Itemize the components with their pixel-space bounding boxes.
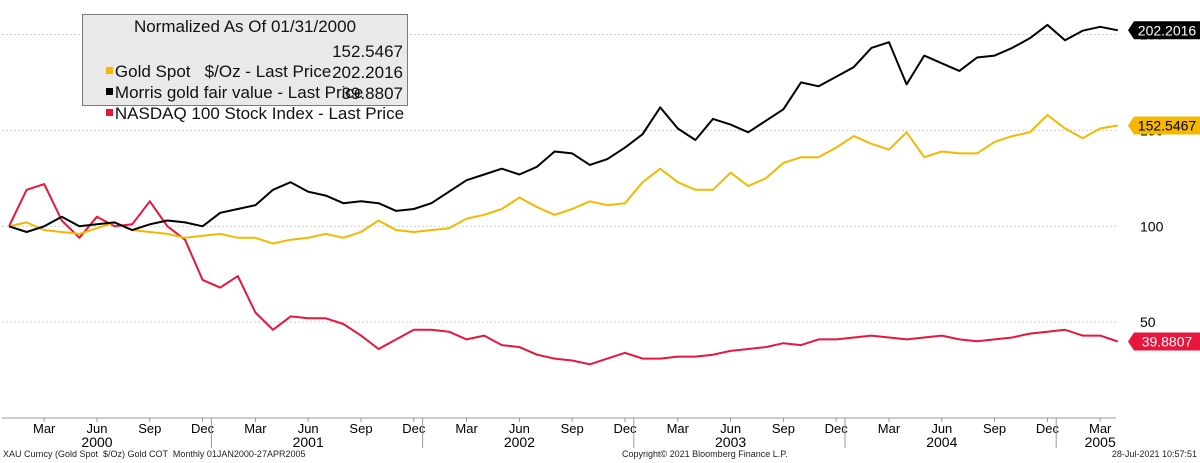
legend-value-morris: 202.2016 xyxy=(332,63,403,82)
legend-entry-nasdaq: NASDAQ 100 Stock Index - Last Price 39.88… xyxy=(87,84,404,123)
x-tick-label: Sep xyxy=(138,421,161,436)
last-value-tag-text: 152.5467 xyxy=(1138,118,1197,134)
x-year-label: 2001 xyxy=(293,434,324,450)
y-tick-label: 50 xyxy=(1140,314,1156,330)
legend-value-gold: 152.5467 xyxy=(332,42,403,61)
x-tick-label: Jun xyxy=(509,421,530,436)
chart-title: Normalized As Of 01/31/2000 xyxy=(133,17,357,36)
x-tick-label: Sep xyxy=(349,421,372,436)
series-line-0 xyxy=(8,114,1118,245)
last-value-tag-2: 39.8807 xyxy=(1128,332,1200,351)
x-tick-label: Mar xyxy=(33,421,56,436)
x-year-label: 2005 xyxy=(1085,434,1116,450)
x-tick-label: Jun xyxy=(298,421,319,436)
legend-label-nasdaq: NASDAQ 100 Stock Index - Last Price xyxy=(114,104,405,123)
last-value-tag-bg xyxy=(1128,116,1200,135)
series-line-1 xyxy=(8,23,1118,233)
footer-source: XAU Curncy (Gold Spot $/Oz) Gold COT Mon… xyxy=(3,449,306,459)
x-tick-label: Sep xyxy=(772,421,795,436)
footer-timestamp: 28-Jul-2021 10:57:51 xyxy=(1111,449,1197,459)
last-value-tag-text: 202.2016 xyxy=(1138,22,1197,38)
x-tick-label: Mar xyxy=(244,421,267,436)
x-tick-label: Mar xyxy=(878,421,901,436)
legend-label-gold: Gold Spot $/Oz - Last Price xyxy=(114,62,332,81)
chart-legend: Normalized As Of 01/31/2000 Gold Spot $/… xyxy=(82,14,408,123)
last-value-tag-1: 202.2016 xyxy=(1128,21,1200,40)
x-year-label: 2004 xyxy=(926,434,957,450)
x-tick-label: Sep xyxy=(983,421,1006,436)
x-tick-label: Dec xyxy=(825,421,849,436)
last-value-tag-bg xyxy=(1128,332,1200,351)
x-tick-label: Mar xyxy=(455,421,478,436)
x-year-label: 2002 xyxy=(504,434,535,450)
x-tick-label: Sep xyxy=(561,421,584,436)
legend-swatch-nasdaq xyxy=(105,109,113,116)
x-tick-label: Jun xyxy=(87,421,108,436)
x-year-label: 2000 xyxy=(81,434,112,450)
legend-value-nasdaq: 39.8807 xyxy=(341,84,403,103)
legend-swatch-morris xyxy=(105,88,113,95)
legend-entry-morris: Morris gold fair value - Last Price 202.2… xyxy=(87,63,403,102)
x-tick-label: Mar xyxy=(1089,421,1112,436)
x-tick-label: Dec xyxy=(402,421,426,436)
x-tick-label: Dec xyxy=(191,421,215,436)
legend-entry-gold: Gold Spot $/Oz - Last Price 152.5467 xyxy=(87,42,403,81)
legend-swatch-gold xyxy=(105,67,113,74)
last-value-tag-0: 152.5467 xyxy=(1128,116,1200,135)
x-year-label: 2003 xyxy=(715,434,746,450)
x-tick-label: Jun xyxy=(720,421,741,436)
footer-copyright: Copyright© 2021 Bloomberg Finance L.P. xyxy=(622,449,788,459)
last-value-tag-bg xyxy=(1128,21,1200,40)
x-tick-label: Jun xyxy=(931,421,952,436)
x-tick-label: Mar xyxy=(667,421,690,436)
y-tick-label: 100 xyxy=(1140,218,1164,234)
series-line-2 xyxy=(8,183,1119,366)
legend-label-morris: Morris gold fair value - Last Price xyxy=(114,83,364,102)
x-tick-label: Dec xyxy=(1036,421,1060,436)
x-tick-label: Dec xyxy=(613,421,637,436)
last-value-tag-text: 39.8807 xyxy=(1142,334,1193,350)
